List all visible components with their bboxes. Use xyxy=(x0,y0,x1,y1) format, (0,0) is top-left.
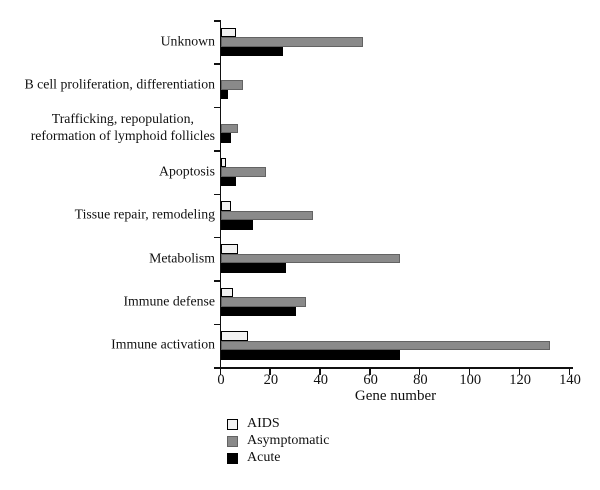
acute-bar xyxy=(221,46,284,56)
category-label: Immune activation xyxy=(111,336,215,352)
asymptomatic-bar xyxy=(221,210,314,220)
x-tick-label: 100 xyxy=(459,372,482,388)
category-label: Tissue repair, remodeling xyxy=(74,206,215,222)
acute-bar xyxy=(221,350,401,360)
y-axis-tick xyxy=(213,193,220,195)
acute-bar xyxy=(221,220,254,230)
category-label: Unknown xyxy=(160,33,215,49)
x-tick-label: 60 xyxy=(363,372,378,388)
x-tick-label: 80 xyxy=(413,372,428,388)
legend: AIDS Asymptomatic Acute xyxy=(227,417,329,465)
x-axis-tick xyxy=(418,368,421,375)
category-label: Immune defense xyxy=(123,293,215,309)
aids-bar xyxy=(221,287,234,298)
y-axis-line xyxy=(219,20,221,369)
acute-bar xyxy=(221,306,296,317)
x-axis-tick xyxy=(269,368,271,375)
asymptomatic-bar xyxy=(221,37,364,47)
category-label: B cell proliferation, differentiation xyxy=(24,76,215,92)
y-axis-tick xyxy=(213,236,220,239)
x-axis-tick xyxy=(468,368,471,375)
x-axis-tick xyxy=(568,368,570,375)
y-axis-tick xyxy=(213,323,220,326)
acute-bar xyxy=(221,263,286,273)
legend-label: Acute xyxy=(247,450,281,465)
legend-item-acute: Acute xyxy=(227,451,329,465)
acute-bar xyxy=(221,133,231,143)
asymptomatic-bar xyxy=(221,253,401,264)
legend-swatch-aids xyxy=(227,418,238,430)
x-axis-tick xyxy=(518,368,521,375)
x-axis-line xyxy=(219,367,573,369)
x-tick-label: 120 xyxy=(509,372,532,388)
x-tick-label: 40 xyxy=(313,372,328,388)
aids-bar xyxy=(221,201,231,211)
category-label: Apoptosis xyxy=(159,163,215,179)
x-tick-label: 140 xyxy=(559,372,581,388)
x-tick-label: 0 xyxy=(217,372,225,388)
x-axis-tick xyxy=(219,368,221,375)
asymptomatic-bar xyxy=(221,123,239,134)
legend-label: Asymptomatic xyxy=(247,433,330,448)
legend-item-asymptomatic: Asymptomatic xyxy=(227,434,329,448)
x-axis-title: Gene number xyxy=(354,388,437,404)
legend-swatch-acute xyxy=(227,452,238,464)
x-axis-tick xyxy=(369,368,371,375)
y-axis-tick xyxy=(213,20,220,22)
category-label: Trafficking, repopulation, reformation o… xyxy=(30,111,215,144)
acute-bar xyxy=(221,176,236,187)
acute-bar xyxy=(221,89,229,100)
aids-bar xyxy=(221,157,226,168)
y-axis-tick xyxy=(213,150,220,152)
legend-swatch-asymptomatic xyxy=(227,435,238,447)
y-axis-tick xyxy=(213,280,220,282)
aids-bar xyxy=(221,244,239,254)
x-axis-tick xyxy=(319,368,321,375)
y-axis-tick xyxy=(213,106,220,109)
category-label: Metabolism xyxy=(149,250,215,266)
asymptomatic-bar xyxy=(221,340,551,351)
asymptomatic-bar xyxy=(221,80,244,90)
asymptomatic-bar xyxy=(221,167,266,177)
legend-label: AIDS xyxy=(247,416,280,431)
aids-bar xyxy=(221,27,236,37)
aids-bar xyxy=(221,331,249,341)
y-axis-tick xyxy=(213,367,220,369)
y-axis-tick xyxy=(213,63,220,65)
x-tick-label: 20 xyxy=(263,372,279,388)
legend-item-aids: AIDS xyxy=(227,417,329,431)
asymptomatic-bar xyxy=(221,297,306,307)
